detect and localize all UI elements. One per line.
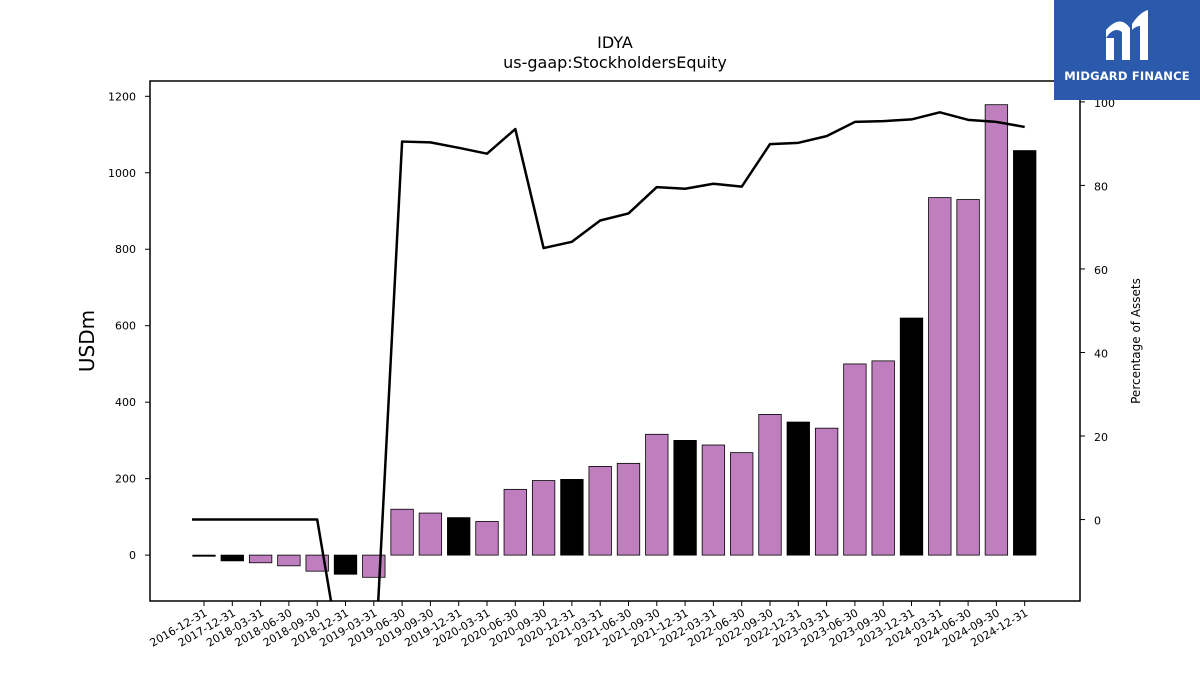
y2-axis-label: Percentage of Assets — [1129, 278, 1143, 404]
chart-subtitle: us-gaap:StockholdersEquity — [503, 53, 727, 72]
x-axis: 2016-12-312017-12-312018-03-312018-06-30… — [148, 601, 1030, 650]
bar-2024-09-30 — [984, 104, 1009, 556]
bar-2021-09-30 — [645, 433, 669, 556]
right-axis: 0 20 40 60 80 100 — [1080, 97, 1115, 528]
bar-2016-12-31 — [192, 554, 216, 557]
bar-2018-12-31 — [333, 554, 358, 575]
y-tick-label: 1200 — [108, 90, 136, 103]
y2-tick-label: 60 — [1094, 264, 1108, 277]
bar-2019-09-30 — [418, 512, 443, 556]
bar-2023-09-30 — [871, 360, 895, 556]
bar-2017-12-31 — [220, 554, 244, 562]
bar-2020-09-30 — [531, 480, 556, 556]
y-axis-label: USDm — [75, 310, 99, 372]
line-layer — [192, 111, 1025, 601]
bar-2023-06-30 — [843, 363, 867, 556]
y2-tick-label: 40 — [1094, 347, 1108, 360]
y2-tick-label: 100 — [1094, 97, 1115, 110]
bar-2024-06-30 — [956, 199, 980, 556]
y-tick-label: 1000 — [108, 167, 136, 180]
logo-text: MIDGARD FINANCE — [1064, 69, 1190, 83]
bar-2020-06-30 — [503, 488, 527, 556]
bar-2021-03-31 — [588, 466, 612, 556]
bar-2023-03-31 — [814, 427, 839, 556]
plot-frame — [149, 80, 1081, 602]
bar-2020-12-31 — [560, 479, 584, 556]
y2-tick-label: 80 — [1094, 180, 1108, 193]
y-tick-label: 400 — [115, 396, 136, 409]
bar-2023-12-31 — [899, 317, 924, 556]
bar-2019-12-31 — [447, 517, 471, 556]
bar-2022-03-31 — [701, 444, 726, 556]
bar-2024-03-31 — [928, 197, 952, 556]
chart-title: IDYA — [597, 33, 633, 52]
y-tick-label: 0 — [129, 549, 136, 562]
midgard-finance-logo: MIDGARD FINANCE — [1054, 0, 1200, 100]
bar-2018-06-30 — [277, 554, 301, 567]
bar-2021-06-30 — [616, 462, 641, 556]
bar-2019-06-30 — [390, 508, 414, 556]
y-tick-label: 800 — [115, 243, 136, 256]
percentage-line — [192, 111, 1025, 601]
bar-2022-12-31 — [786, 421, 810, 556]
bar-2022-06-30 — [730, 452, 754, 556]
y2-tick-label: 20 — [1094, 431, 1108, 444]
bars-layer — [192, 104, 1037, 578]
y-tick-label: 200 — [115, 473, 136, 486]
bar-2021-12-31 — [673, 440, 697, 556]
bar-2024-12-31 — [1013, 150, 1037, 556]
bar-2018-03-31 — [248, 554, 273, 564]
logo-mark-icon — [1106, 10, 1148, 60]
left-axis: 0 200 400 600 800 1000 1200 — [108, 90, 150, 562]
bar-2022-09-30 — [758, 414, 782, 556]
y2-tick-label: 0 — [1094, 515, 1101, 528]
bar-2020-03-31 — [475, 521, 499, 556]
y-tick-label: 600 — [115, 320, 136, 333]
